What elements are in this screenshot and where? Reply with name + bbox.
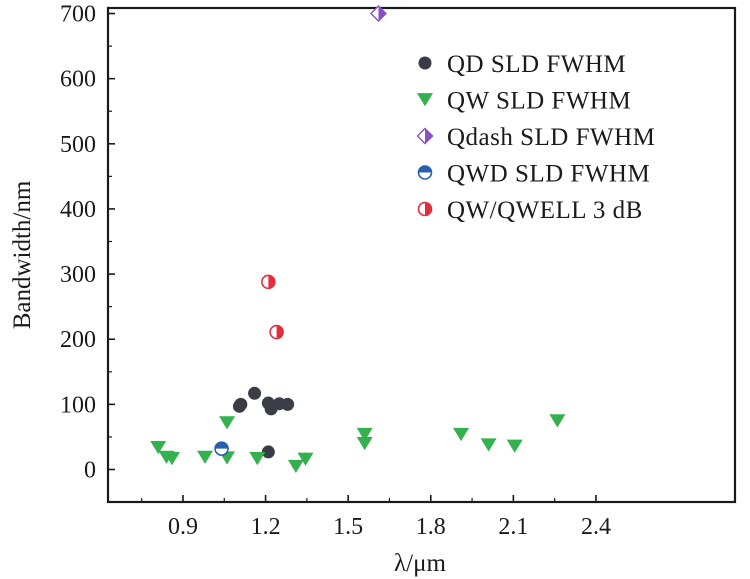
series-1 xyxy=(150,414,566,474)
legend-marker xyxy=(418,56,432,70)
y-tick-label: 200 xyxy=(60,327,96,353)
legend: QD SLD FWHM QW SLD FWHM Qdash SLD FWHM QWD … xyxy=(416,51,655,224)
legend-label: QD SLD FWHM xyxy=(447,51,626,78)
data-point xyxy=(219,416,236,430)
y-axis-title: Bandwidth/nm xyxy=(9,180,36,329)
data-point xyxy=(506,439,523,453)
legend-marker xyxy=(417,201,433,217)
data-point xyxy=(287,459,304,474)
y-tick-label: 500 xyxy=(60,132,96,158)
data-point xyxy=(480,438,497,452)
data-point xyxy=(369,5,387,23)
data-point xyxy=(549,414,566,428)
legend-label: QWD SLD FWHM xyxy=(447,161,650,188)
y-tick-label: 600 xyxy=(60,67,96,93)
data-point xyxy=(234,397,248,411)
y-tick-label: 700 xyxy=(60,2,96,28)
y-tick-label: 0 xyxy=(84,458,96,484)
legend-label: QW/QWELL 3 dB xyxy=(447,197,643,224)
series-0 xyxy=(232,386,295,459)
x-tick-label: 1.2 xyxy=(251,514,281,540)
y-tick-label: 300 xyxy=(60,262,96,288)
data-point xyxy=(269,324,284,340)
data-point xyxy=(261,274,276,290)
data-point xyxy=(297,452,314,466)
x-tick-label: 1.8 xyxy=(416,514,446,540)
data-point xyxy=(150,440,167,455)
x-axis: 0.9 1.2 1.5 1.8 2.1 2.4 xyxy=(141,495,611,540)
data-point xyxy=(197,450,214,464)
data-point xyxy=(248,386,262,400)
data-point xyxy=(281,397,295,411)
x-axis-title: λ/μm xyxy=(394,550,446,577)
y-tick-label: 400 xyxy=(60,197,96,223)
data-point xyxy=(163,452,180,466)
data-point xyxy=(249,452,266,466)
series-3 xyxy=(214,441,229,456)
x-tick-label: 1.5 xyxy=(333,514,363,540)
data-point xyxy=(356,437,373,451)
data-point xyxy=(356,427,373,442)
legend-label: Qdash SLD FWHM xyxy=(447,124,655,151)
y-tick-label: 100 xyxy=(60,392,96,418)
legend-marker xyxy=(417,165,433,180)
data-point xyxy=(453,427,470,442)
legend-marker xyxy=(417,93,433,107)
plot-frame xyxy=(106,6,737,504)
data-point xyxy=(261,445,275,459)
data-point xyxy=(214,441,229,456)
legend-marker xyxy=(416,127,434,145)
x-tick-label: 2.1 xyxy=(498,514,528,540)
data-points xyxy=(150,5,566,474)
legend-label: QW SLD FWHM xyxy=(447,88,631,115)
x-tick-label: 0.9 xyxy=(168,514,198,540)
series-4 xyxy=(261,274,284,340)
series-2 xyxy=(369,5,387,23)
y-axis: 0 100 200 300 400 500 600 700 xyxy=(60,2,115,484)
x-tick-label: 2.4 xyxy=(581,514,611,540)
